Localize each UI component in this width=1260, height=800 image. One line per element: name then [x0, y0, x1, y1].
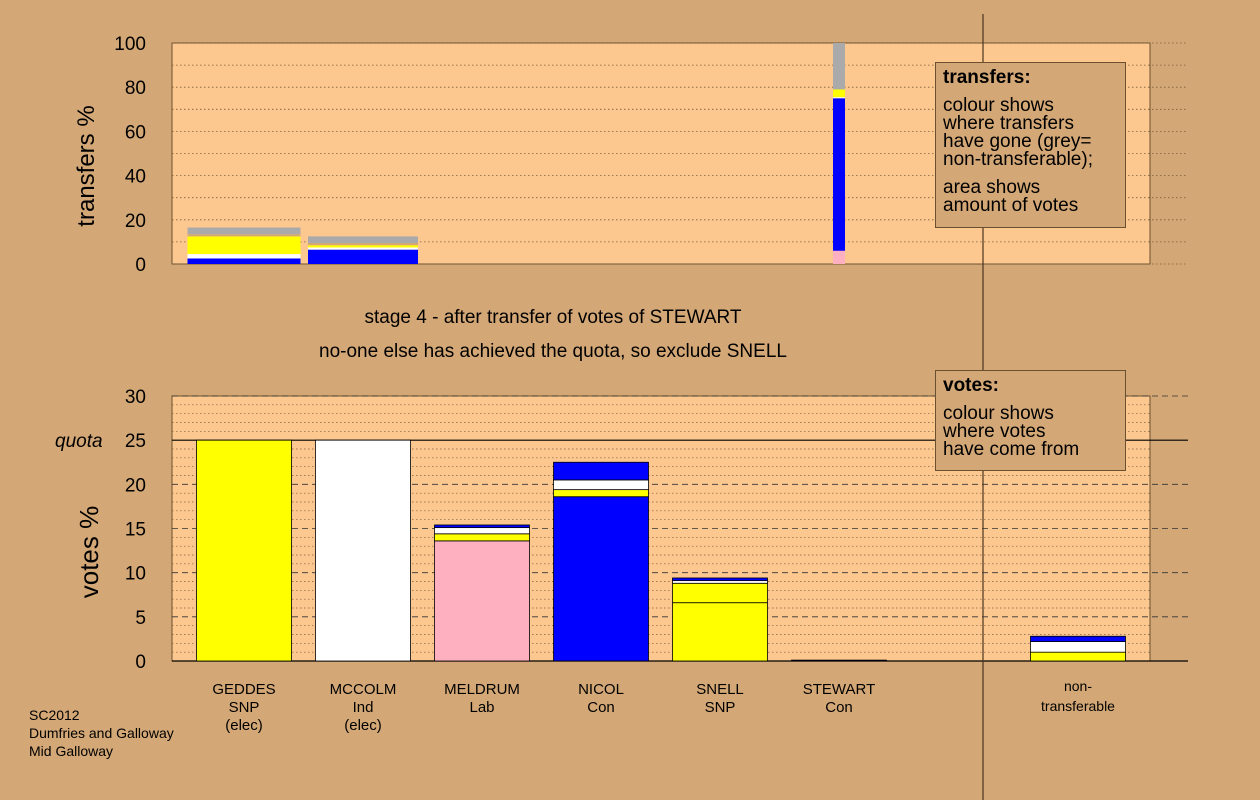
transfers-legend-line: area shows	[943, 177, 1041, 198]
votes-bar-segment	[1030, 651, 1126, 662]
council-name: Dumfries and Galloway	[29, 725, 174, 741]
candidate-party-label: SNP	[705, 699, 736, 716]
candidate-party-label: Lab	[469, 699, 494, 716]
candidate-party-label: Ind	[353, 699, 374, 716]
votes-bar-segment	[672, 602, 768, 662]
votes-y-tick-label: 5	[135, 608, 146, 629]
votes-bar-segment	[434, 524, 530, 529]
transfers-bar-segment	[308, 249, 418, 264]
transfers-legend-line: where transfers	[943, 113, 1074, 134]
stage-title: stage 4 - after transfer of votes of STE…	[365, 307, 742, 328]
transfers-legend-line: amount of votes	[943, 195, 1079, 216]
votes-legend-title: votes:	[943, 375, 999, 396]
votes-legend-line: have come from	[943, 439, 1080, 460]
candidate-status-label: (elec)	[225, 717, 263, 734]
candidate-party-label: SNP	[229, 699, 260, 716]
transfers-legend: transfers: colour shows where transfers …	[935, 62, 1126, 228]
votes-bar-segment	[434, 527, 530, 535]
transfers-bar-segment	[308, 236, 418, 244]
votes-bar-segment	[1030, 635, 1126, 642]
votes-y-tick-label: 20	[125, 475, 146, 496]
election-code: SC2012	[29, 707, 80, 723]
votes-bar-segment	[553, 479, 649, 491]
transfers-y-tick-label: 20	[125, 211, 146, 232]
votes-bar-segment	[196, 439, 292, 662]
transfers-bar-segment	[833, 97, 845, 99]
votes-y-axis-label: votes %	[74, 506, 104, 599]
nontransferable-label: transferable	[1041, 698, 1115, 714]
votes-bar-segment	[553, 496, 649, 662]
candidate-name-label: SNELL	[696, 681, 744, 698]
transfers-bar-segment	[833, 89, 845, 98]
transfers-bar-segment	[187, 227, 301, 235]
votes-legend-line: colour shows	[943, 403, 1054, 424]
transfers-bar-segment	[187, 236, 301, 255]
candidate-status-label: (elec)	[344, 717, 382, 734]
transfers-y-tick-label: 100	[114, 34, 146, 55]
candidate-party-label: Con	[587, 699, 615, 716]
candidate-name-label: GEDDES	[212, 681, 275, 698]
votes-bar-segment	[672, 577, 768, 582]
transfers-bar-segment	[187, 254, 301, 259]
transfers-bar-segment	[833, 43, 845, 90]
stage-status: no-one else has achieved the quota, so e…	[319, 341, 787, 362]
votes-y-tick-label: 25	[125, 431, 146, 452]
transfers-y-tick-label: 40	[125, 167, 146, 188]
ward-name: Mid Galloway	[29, 743, 114, 759]
transfers-bar-segment	[833, 98, 845, 251]
votes-bar-segment	[553, 461, 649, 481]
votes-y-tick-label: 10	[125, 564, 146, 585]
transfers-y-tick-label: 60	[125, 122, 146, 143]
candidate-name-label: STEWART	[803, 681, 876, 698]
transfers-bar-segment	[833, 250, 845, 264]
votes-bar-segment	[791, 659, 887, 662]
votes-legend-line: where votes	[943, 421, 1046, 442]
votes-y-tick-label: 15	[125, 520, 146, 541]
election-info: SC2012 Dumfries and Galloway Mid Gallowa…	[29, 706, 174, 760]
votes-bar-segment	[434, 540, 530, 662]
transfers-y-tick-label: 0	[135, 255, 146, 276]
votes-bar-segment	[434, 533, 530, 542]
transfers-legend-title: transfers:	[943, 67, 1031, 88]
transfers-y-tick-label: 80	[125, 78, 146, 99]
votes-y-tick-label: 30	[125, 387, 146, 408]
votes-bar-segment	[315, 439, 411, 662]
votes-bar-segment	[553, 489, 649, 498]
votes-legend: votes: colour shows where votes have com…	[935, 370, 1126, 471]
votes-bar-segment	[1030, 641, 1126, 653]
votes-bar-segment	[672, 582, 768, 604]
transfers-bar-segment	[187, 234, 301, 237]
transfers-bar-segment	[308, 247, 418, 250]
candidate-name-label: NICOL	[578, 681, 624, 698]
transfers-bar-segment	[308, 245, 418, 248]
quota-label: quota	[55, 431, 103, 452]
transfers-legend-line: have gone (grey=	[943, 131, 1092, 152]
transfers-legend-line: colour shows	[943, 95, 1054, 116]
candidate-name-label: MCCOLM	[330, 681, 397, 698]
nontransferable-label: non-	[1064, 678, 1092, 694]
transfers-bar-segment	[308, 243, 418, 246]
transfers-y-axis-label: transfers %	[73, 105, 100, 226]
transfers-legend-line: non-transferable);	[943, 149, 1093, 170]
votes-y-tick-label: 0	[135, 652, 146, 673]
candidate-name-label: MELDRUM	[444, 681, 520, 698]
transfers-bar-segment	[187, 258, 301, 264]
candidate-party-label: Con	[825, 699, 853, 716]
